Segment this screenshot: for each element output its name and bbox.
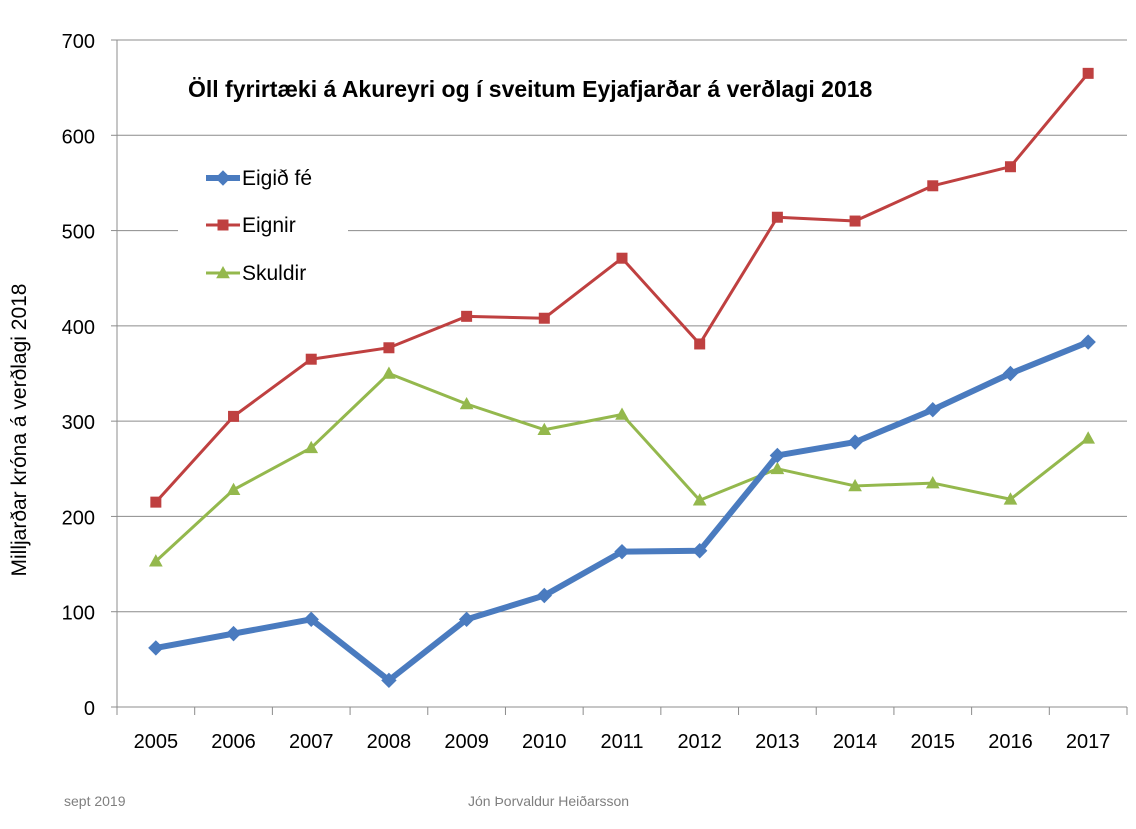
data-point: [1002, 365, 1019, 382]
data-point: [536, 587, 553, 604]
data-point: [226, 482, 241, 496]
x-tick-label: 2008: [367, 731, 412, 753]
data-point: [691, 543, 708, 559]
data-point: [1003, 492, 1018, 505]
data-point: [1081, 431, 1096, 444]
data-point: [925, 476, 940, 489]
data-point: [148, 640, 164, 656]
y-tick-label: 100: [62, 603, 95, 625]
y-tick-label: 400: [62, 317, 95, 339]
data-point: [770, 461, 785, 475]
series-lines: [148, 67, 1096, 689]
data-point: [769, 447, 786, 464]
legend-swatch-marker: [216, 265, 230, 279]
x-tick-label: 2011: [600, 731, 643, 753]
gridlines: [117, 39, 1127, 613]
series-line: [155, 339, 1090, 684]
data-point: [383, 342, 395, 354]
x-tick-label: 2005: [134, 731, 179, 753]
data-point: [459, 396, 474, 410]
data-point: [225, 625, 242, 642]
data-point: [615, 407, 629, 420]
data-point: [382, 366, 396, 379]
data-point: [228, 410, 240, 422]
footer-author: Jón Þorvaldur Heiðarsson: [468, 793, 630, 809]
data-point: [1080, 334, 1096, 350]
legend-swatch-marker: [217, 219, 229, 231]
legend-label: Eigið fé: [242, 167, 312, 190]
y-tick-label: 0: [84, 698, 95, 720]
data-point: [847, 434, 863, 450]
data-point: [150, 496, 162, 508]
data-point: [616, 252, 628, 264]
data-point: [849, 215, 861, 227]
y-axis-label: Milljarðar króna á verðlagi 2018: [8, 284, 31, 577]
data-point: [1082, 67, 1094, 79]
data-point: [692, 493, 707, 506]
x-tick-label: 2009: [444, 731, 489, 753]
data-point: [303, 611, 319, 628]
y-tick-label: 200: [62, 507, 95, 529]
data-point: [305, 353, 317, 365]
data-point: [458, 611, 475, 628]
data-point: [304, 440, 319, 454]
data-point: [848, 478, 862, 492]
legend-swatch-marker: [215, 170, 231, 186]
y-tick-label: 700: [62, 31, 95, 53]
chart-title: Öll fyrirtæki á Akureyri og í sveitum Ey…: [188, 76, 873, 102]
data-point: [537, 422, 552, 436]
x-tick-label: 2015: [911, 731, 956, 753]
series-square: [150, 67, 1094, 508]
x-tick-label: 2012: [677, 731, 722, 753]
axes: [111, 39, 1128, 715]
legend-label: Eignir: [242, 214, 296, 237]
series-diamond: [148, 334, 1096, 689]
series-triangle: [148, 366, 1096, 567]
data-point: [925, 402, 941, 418]
x-tick-label: 2016: [988, 731, 1033, 753]
data-point: [771, 211, 783, 223]
data-point: [927, 180, 939, 192]
data-point: [614, 543, 630, 560]
legend-label: Skuldir: [242, 262, 306, 285]
y-tick-label: 300: [62, 412, 95, 434]
data-point: [461, 310, 473, 322]
x-tick-label: 2010: [522, 731, 567, 753]
y-tick-label: 600: [62, 126, 95, 148]
legend: Eigið fé Eignir Skuldir: [178, 150, 348, 300]
data-point: [148, 554, 163, 567]
y-tick-label: 500: [62, 222, 95, 244]
data-point: [694, 338, 706, 350]
data-point: [1004, 161, 1016, 173]
data-point: [381, 672, 397, 689]
y-tick-labels: 0 100 200 300 400 500 600 700: [62, 31, 95, 720]
data-point: [538, 312, 550, 324]
x-tick-label: 2006: [211, 731, 256, 753]
x-tick-labels: 2005 2006 2007 2008 2009 2010 2011 2012 2013 2014…: [134, 731, 1111, 753]
x-tick-label: 2013: [755, 731, 800, 753]
x-tick-label: 2017: [1066, 731, 1111, 753]
x-tick-label: 2007: [289, 731, 334, 753]
footer-date: sept 2019: [64, 793, 126, 809]
x-tick-label: 2014: [833, 731, 878, 753]
